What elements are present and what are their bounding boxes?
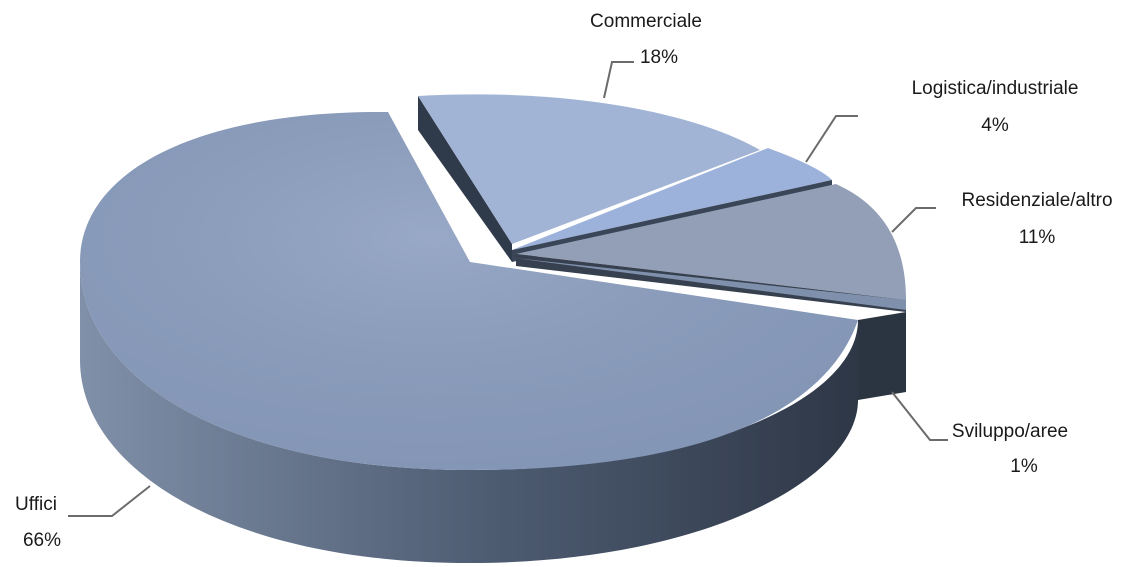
slice-sviluppo-top [514,258,906,310]
slice-commerciale-top [418,94,760,244]
slice-sviluppo-side [858,312,906,400]
label-name: Uffici [15,494,57,515]
label-value: 4% [981,115,1009,136]
label-name: Logistica/industriale [912,78,1079,99]
leader-line-residenziale [891,207,936,233]
slice-commerciale-side [418,96,512,262]
label-sviluppo: Sviluppo/aree 1% [952,421,1068,477]
slice-uffici-side [80,262,858,563]
leader-line-sviluppo [891,391,948,441]
label-residenziale: Residenziale/altro 11% [961,190,1112,248]
label-value: 18% [640,47,678,68]
label-name: Sviluppo/aree [952,421,1068,442]
label-uffici: Uffici 66% [15,494,61,551]
label-logistica: Logistica/industriale 4% [912,78,1079,136]
label-value: 1% [1010,456,1038,477]
leader-line-commerciale [603,61,634,99]
slice-logistica-top [512,148,832,250]
label-value: 66% [23,530,61,551]
slice-residenziale-top [516,184,906,300]
label-commerciale: Commerciale 18% [590,11,702,68]
slice-sviluppo [514,258,906,400]
label-name: Commerciale [590,11,702,32]
leader-line-logistica [805,115,858,163]
slice-uffici [80,111,858,563]
slice-uffici-shade [80,111,858,470]
label-name: Residenziale/altro [961,190,1112,211]
leader-line-uffici [68,485,151,517]
label-value: 11% [1019,227,1056,248]
slice-commerciale [418,94,760,262]
